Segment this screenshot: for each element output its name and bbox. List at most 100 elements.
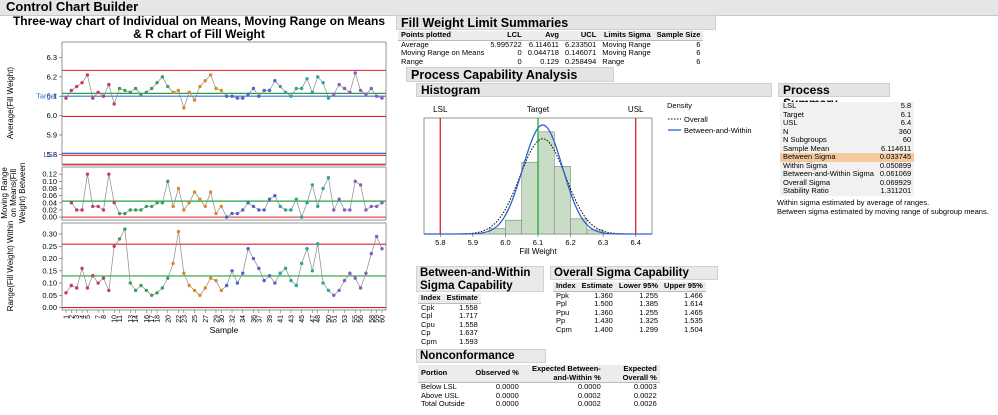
data-point — [214, 86, 218, 91]
table-cell: 5.995722 — [490, 39, 522, 49]
data-point — [176, 186, 181, 191]
x-tick-label: 36 — [251, 315, 258, 323]
data-point — [278, 84, 282, 89]
table-cell: Cpm — [556, 324, 572, 334]
data-point — [353, 179, 357, 184]
data-point — [380, 247, 384, 251]
column-header[interactable]: Index — [553, 281, 579, 292]
column-header[interactable]: Sample Size — [653, 30, 704, 41]
column-header[interactable]: Estimate — [578, 281, 616, 292]
histogram-header[interactable]: Histogram — [416, 83, 772, 97]
data-point — [149, 86, 154, 91]
data-point — [198, 293, 202, 297]
column-header[interactable]: UCL — [561, 30, 600, 41]
table-cell: Cpu — [421, 319, 435, 329]
data-point — [198, 197, 202, 201]
data-point — [337, 82, 341, 87]
data-point — [251, 204, 256, 209]
data-point — [219, 88, 224, 93]
process-summary-header[interactable]: Process Summary — [778, 83, 890, 110]
y-tick-label: 5.8 — [47, 150, 57, 159]
table-row: Between Sigma 0.033745 — [780, 152, 915, 162]
column-header[interactable]: Portion — [418, 365, 468, 383]
process-summary-table: LSL 5.8 Target 6.1 USL 6.4 N 360 N Subgroups 60 Sa… — [780, 101, 915, 196]
data-point — [155, 201, 159, 205]
data-point — [342, 278, 347, 283]
table-cell: Target — [783, 109, 804, 119]
table-cell: Cpm — [421, 336, 437, 346]
data-point — [332, 208, 336, 212]
table-cell: 6.4 — [900, 118, 912, 127]
table-header-row: Index Estimate — [418, 293, 481, 304]
limit-summary-title: Fill Weight Limit Summaries — [401, 16, 569, 30]
data-point — [332, 92, 336, 96]
data-point — [246, 92, 250, 96]
table-cell: 1.255 — [639, 307, 659, 317]
panel3-ylabel: Range(Fill Weight) Within — [6, 221, 15, 312]
table-cell: 1.385 — [639, 299, 659, 308]
data-point — [128, 208, 132, 212]
bw-capability-header[interactable]: Between-and-Within Sigma Capability — [416, 266, 544, 292]
summary-note-between: Between sigma estimated by moving range … — [777, 207, 989, 216]
x-tick-label: 60 — [380, 315, 387, 323]
data-point — [198, 84, 202, 89]
data-point — [283, 90, 288, 95]
x-tick-label: 53 — [342, 315, 349, 323]
table-cell: Within Sigma — [783, 160, 828, 170]
column-header[interactable]: Upper 95% — [661, 281, 706, 292]
data-point — [182, 208, 186, 212]
data-point — [144, 204, 149, 209]
data-point — [176, 229, 181, 234]
data-point — [166, 276, 170, 280]
data-point — [257, 208, 261, 212]
control-chart-title-line2: & R chart of Fill Weight — [133, 27, 265, 41]
control-chart[interactable]: 5.85.96.06.16.26.3LSLTarget0.000.020.040… — [0, 40, 392, 415]
data-point — [326, 96, 331, 100]
column-header[interactable]: Points plotted — [398, 30, 488, 41]
capability-header[interactable]: Process Capability Analysis — [406, 67, 614, 82]
x-tick-label: 3 — [74, 315, 81, 319]
table-cell: Between-and-Within Sigma — [783, 169, 874, 178]
hist-x-tick-label: 6.1 — [533, 238, 543, 247]
table-cell: 6 — [696, 56, 701, 66]
data-point — [273, 79, 277, 83]
histogram-chart[interactable]: LSL USL Target 5.8 5.9 6.0 6.1 6.2 6.3 6.4 Fill We… — [416, 98, 774, 256]
column-header[interactable]: Observed % — [467, 365, 522, 383]
nonconformance-header[interactable]: Nonconformance — [416, 349, 546, 363]
data-point — [316, 204, 320, 209]
data-point — [91, 204, 95, 209]
table-cell: Ppl — [556, 299, 567, 308]
x-tick-label: 22 — [176, 315, 183, 323]
y-tick-label: 5.9 — [47, 130, 57, 139]
x-tick-label: 45 — [299, 315, 306, 323]
data-point — [155, 80, 159, 85]
table-cell: 1.558 — [459, 319, 478, 329]
data-point — [208, 73, 213, 77]
table-cell: 0.0002 — [577, 399, 601, 408]
nonconformance-title: Nonconformance — [420, 350, 515, 362]
data-point — [364, 92, 368, 96]
column-header[interactable]: LCL — [487, 30, 525, 41]
data-point — [75, 84, 79, 89]
data-point — [101, 94, 106, 98]
column-header[interactable]: Expected Overall % — [603, 364, 660, 383]
column-header[interactable]: Avg — [524, 30, 562, 41]
table-row: Pp 1.430 1.325 1.535 — [553, 316, 706, 326]
column-header[interactable]: Index — [418, 293, 444, 304]
column-header[interactable]: Lower 95% — [615, 281, 662, 292]
data-point — [208, 190, 213, 194]
column-header[interactable]: Limits Sigma — [599, 30, 654, 41]
table-row: Sample Mean 6.114611 — [780, 144, 914, 154]
limit-summary-header[interactable]: Fill Weight Limit Summaries — [396, 15, 716, 30]
data-point — [144, 288, 149, 293]
data-point — [123, 227, 127, 231]
table-cell: Moving Range — [602, 48, 651, 57]
data-point — [326, 288, 331, 293]
overall-capability-header[interactable]: Overall Sigma Capability — [550, 266, 718, 280]
column-header[interactable]: Estimate — [443, 293, 481, 304]
table-row: Overall Sigma 0.069929 — [780, 178, 914, 188]
data-point — [262, 208, 266, 212]
table-row: Cpm 1.400 1.299 1.504 — [553, 324, 706, 335]
data-point — [316, 75, 320, 79]
column-header[interactable]: Expected Between-and-Within % — [521, 364, 604, 383]
